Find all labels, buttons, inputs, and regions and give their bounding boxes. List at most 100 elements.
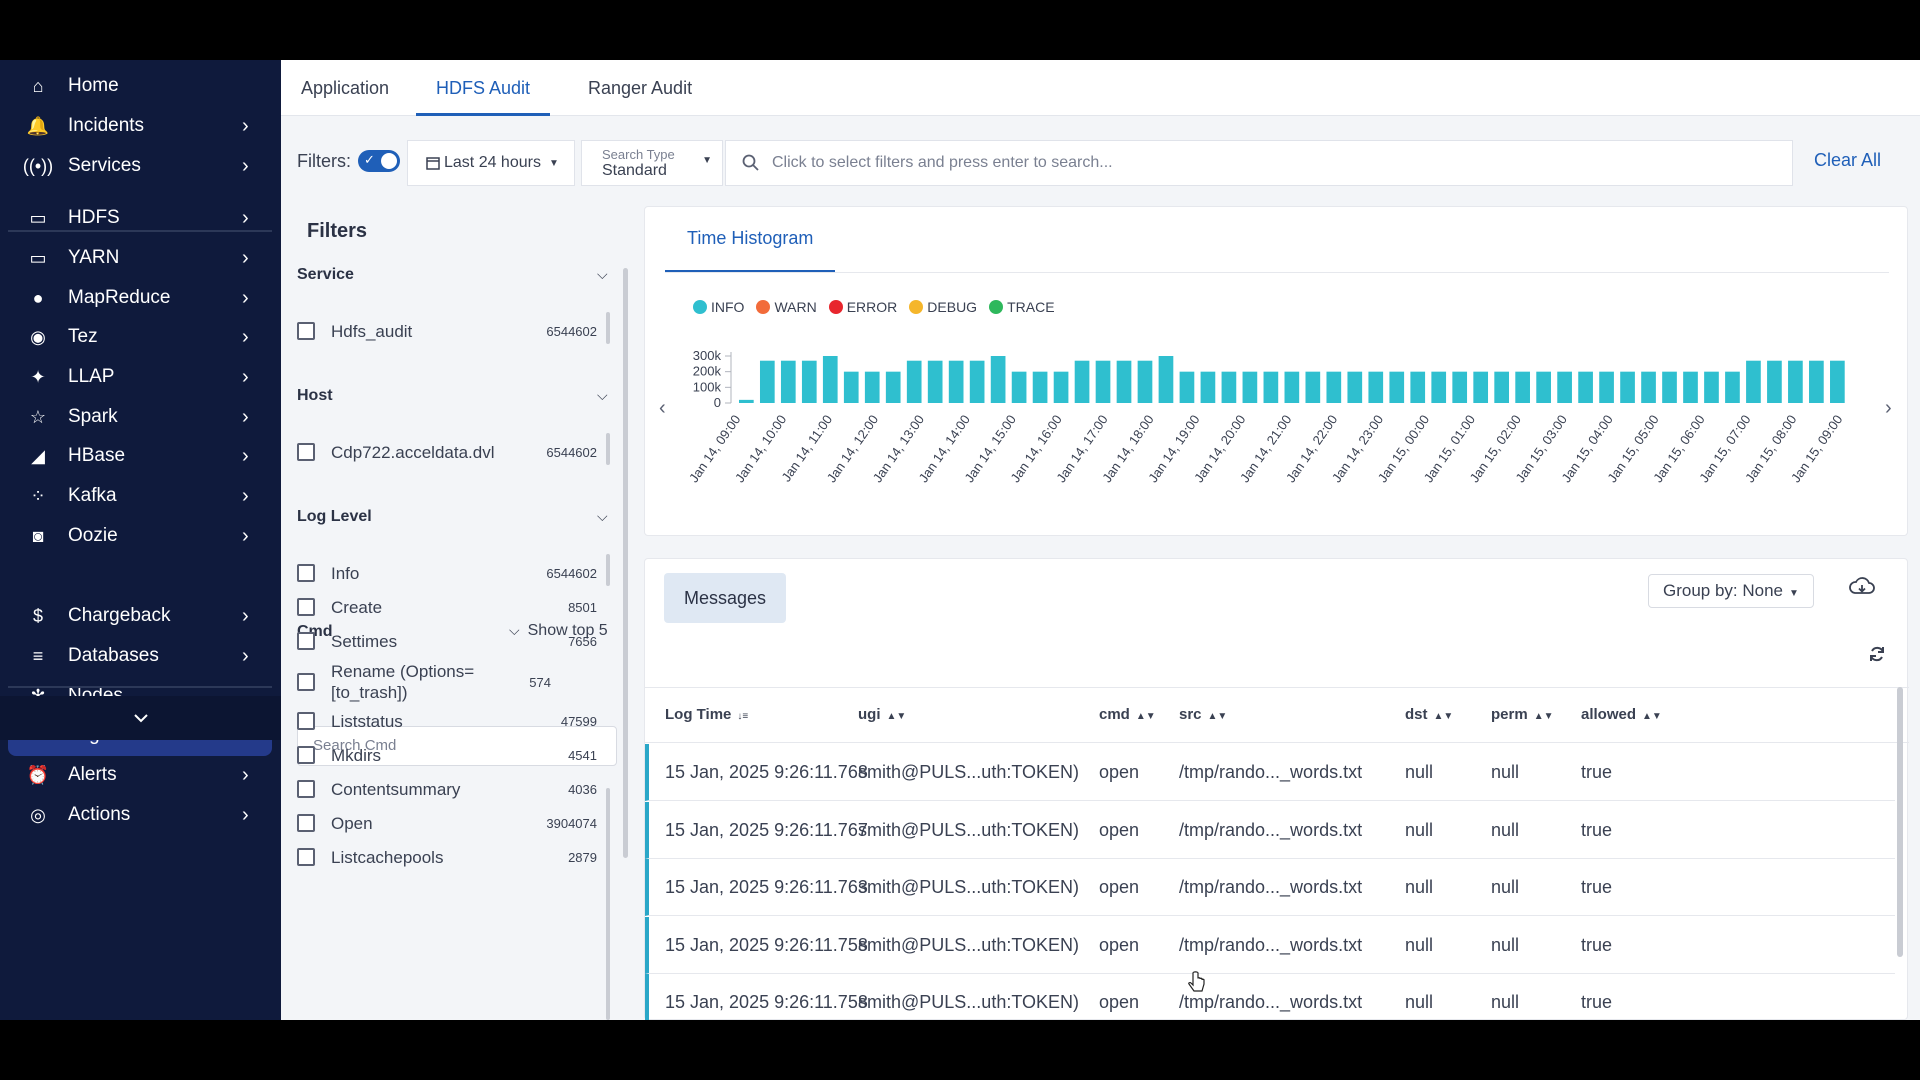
cmd-filter-option[interactable]: Rename (Options=[to_trash]) 574 [297, 660, 597, 704]
sidebar-item-hdfs[interactable]: ▭ HDFS › [8, 197, 272, 239]
histogram-bar[interactable] [1137, 360, 1153, 403]
histogram-bar[interactable] [1683, 371, 1698, 403]
search-type-dropdown[interactable]: Search Type Standard ▼ [581, 140, 723, 186]
histogram-bar[interactable] [1347, 371, 1363, 403]
histogram-bar[interactable] [1179, 371, 1195, 403]
checkbox[interactable] [297, 443, 315, 461]
refresh-icon[interactable] [1868, 645, 1886, 663]
histogram-bar[interactable] [990, 356, 1006, 403]
histogram-bar[interactable] [1284, 371, 1300, 403]
histogram-bar[interactable] [927, 360, 943, 403]
sidebar-item-oozie[interactable]: ◙ Oozie › [8, 515, 272, 557]
histogram-bar[interactable] [1011, 371, 1027, 403]
histogram-bar[interactable] [1326, 371, 1342, 403]
tab-ranger-audit[interactable]: Ranger Audit [588, 78, 693, 98]
checkbox[interactable] [297, 598, 315, 616]
cmd-filter-option[interactable]: Mkdirs 4541 [297, 740, 597, 770]
histogram-bar[interactable] [1557, 371, 1572, 403]
sidebar-collapse-toggle[interactable] [0, 696, 281, 740]
checkbox[interactable] [297, 848, 315, 866]
sidebar-item-hbase[interactable]: ◢ HBase › [8, 435, 272, 477]
col-src[interactable]: src ▲▼ [1179, 706, 1228, 723]
histogram-bar[interactable] [1389, 371, 1405, 403]
histogram-bar[interactable] [1767, 360, 1782, 403]
chevron-right-icon[interactable]: › [1885, 397, 1892, 419]
cmd-filter-option[interactable]: Liststatus 47599 [297, 706, 597, 736]
histogram-bar[interactable] [1221, 371, 1237, 403]
scroll-thumb[interactable] [606, 433, 610, 465]
legend-item-info[interactable]: INFO [693, 299, 744, 315]
histogram-bar[interactable] [969, 360, 985, 403]
histogram-bar[interactable] [1830, 360, 1845, 403]
time-range-dropdown[interactable]: Last 24 hours ▼ [407, 140, 575, 186]
sidebar-item-incidents[interactable]: 🔔 Incidents › [8, 105, 272, 147]
legend-item-trace[interactable]: TRACE [989, 299, 1055, 315]
checkbox[interactable] [297, 712, 315, 730]
histogram-bar[interactable] [864, 371, 880, 403]
group-by-dropdown[interactable]: Group by: None ▼ [1648, 574, 1814, 608]
col-log-time[interactable]: Log Time ↓≡ [665, 706, 749, 723]
histogram-bar[interactable] [1641, 371, 1656, 403]
histogram-bar[interactable] [1305, 371, 1321, 403]
histogram-bar[interactable] [1704, 371, 1719, 403]
filter-option[interactable]: Info 6544602 [297, 558, 597, 588]
sidebar-item-services[interactable]: ((•)) Services › [8, 145, 272, 187]
sidebar-item-spark[interactable]: ☆ Spark › [8, 396, 272, 438]
sort-icon[interactable]: ▲▼ [1135, 711, 1156, 722]
sidebar-item-chargeback[interactable]: $ Chargeback › [8, 595, 272, 637]
table-row[interactable]: 15 Jan, 2025 9:26:11.763 smith@PULS...uth… [645, 859, 1895, 916]
sidebar-item-yarn[interactable]: ▭ YARN › [8, 237, 272, 279]
histogram-bar[interactable] [1536, 371, 1551, 403]
scroll-thumb[interactable] [606, 554, 610, 586]
histogram-bar[interactable] [1452, 371, 1468, 403]
sort-icon[interactable]: ▲▼ [1533, 711, 1554, 722]
filters-scrollbar[interactable] [623, 268, 628, 858]
checkbox[interactable] [297, 814, 315, 832]
histogram-bar[interactable] [1599, 371, 1614, 403]
filter-option[interactable]: Hdfs_audit 6544602 [297, 316, 597, 346]
histogram-bar[interactable] [906, 360, 922, 403]
checkbox[interactable] [297, 632, 315, 650]
checkbox[interactable] [297, 322, 315, 340]
histogram-bar[interactable] [739, 399, 754, 403]
histogram-bar[interactable] [1074, 360, 1090, 403]
histogram-bar[interactable] [1200, 371, 1216, 403]
scroll-thumb[interactable] [606, 788, 610, 1020]
checkbox[interactable] [297, 746, 315, 764]
histogram-bar[interactable] [1578, 371, 1593, 403]
legend-item-error[interactable]: ERROR [828, 299, 897, 315]
chevron-left-icon[interactable]: ‹ [659, 397, 666, 419]
histogram-bar[interactable] [1809, 360, 1824, 403]
tab-hdfs-audit[interactable]: HDFS Audit [416, 60, 551, 116]
table-row[interactable]: 15 Jan, 2025 9:26:11.758 smith@PULS...uth… [645, 916, 1895, 974]
histogram-bar[interactable] [1620, 371, 1635, 403]
cmd-filter-option[interactable]: Contentsummary 4036 [297, 774, 597, 804]
scroll-thumb[interactable] [606, 312, 610, 344]
sidebar-item-home[interactable]: ⌂ Home [8, 65, 272, 107]
histogram-bar[interactable] [1263, 371, 1279, 403]
histogram-bar[interactable] [780, 360, 796, 403]
sort-icon[interactable]: ▲▼ [1433, 711, 1454, 722]
sidebar-item-mapreduce[interactable]: ● MapReduce › [8, 277, 272, 319]
histogram-bar[interactable] [1158, 356, 1174, 403]
table-row[interactable]: 15 Jan, 2025 9:26:11.768 smith@PULS...uth… [645, 744, 1895, 801]
sidebar-item-tez[interactable]: ◉ Tez › [8, 316, 272, 358]
cmd-filter-option[interactable]: Settimes 7656 [297, 626, 597, 656]
chevron-down-icon[interactable]: ⌵ [597, 266, 608, 282]
col-ugi[interactable]: ugi ▲▼ [858, 706, 907, 723]
show-top-toggle[interactable]: ⌵ Show top 5 [509, 622, 608, 639]
histogram-bar[interactable] [885, 371, 901, 403]
cmd-filter-option[interactable]: Listcachepools 2879 [297, 842, 597, 872]
histogram-bar[interactable] [1725, 371, 1740, 403]
filter-option[interactable]: Cdp722.acceldata.dvl 6544602 [297, 437, 597, 467]
histogram-bar[interactable] [1788, 360, 1803, 403]
table-row[interactable]: 15 Jan, 2025 9:26:11.758 smith@PULS...uth… [645, 974, 1895, 1020]
tab-time-histogram[interactable]: Time Histogram [665, 207, 836, 273]
col-allowed[interactable]: allowed ▲▼ [1581, 706, 1662, 723]
legend-item-warn[interactable]: WARN [756, 299, 817, 315]
histogram-bar[interactable] [1368, 371, 1384, 403]
histogram-bar[interactable] [801, 360, 817, 403]
col-cmd[interactable]: cmd ▲▼ [1099, 706, 1156, 723]
histogram-bar[interactable] [843, 371, 859, 403]
sort-icon[interactable]: ▲▼ [886, 711, 907, 722]
